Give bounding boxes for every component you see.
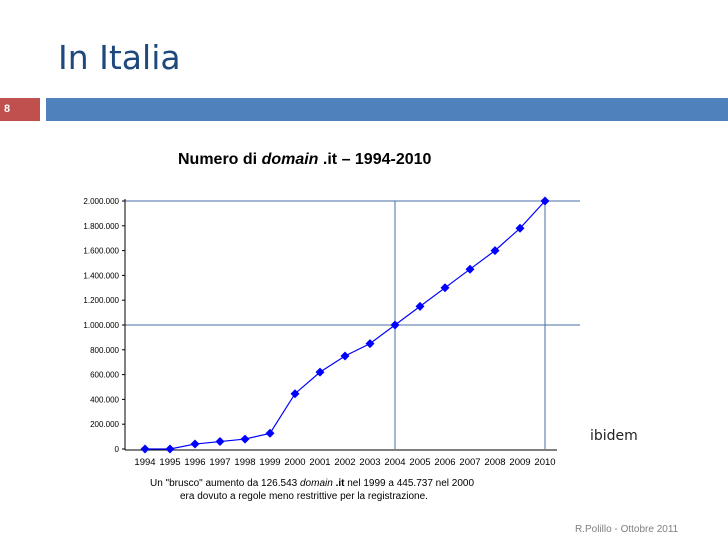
data-point-marker (215, 437, 225, 447)
data-point-marker (265, 428, 275, 438)
data-point-marker (240, 434, 250, 444)
data-point-marker (190, 439, 200, 449)
data-point-marker (165, 444, 175, 454)
footer-credit: R.Polillo - Ottobre 2011 (575, 524, 679, 535)
chart-title-part: .it – 1994-2010 (318, 151, 431, 168)
data-point-marker (465, 264, 475, 274)
data-point-marker (515, 223, 525, 233)
x-tick-label: 2007 (459, 457, 480, 468)
x-tick-label: 2004 (384, 457, 405, 468)
chart-title-domain: domain (262, 151, 319, 168)
chart-caption-line-2: era dovuto a regole meno restrittive per… (180, 491, 428, 502)
x-tick-label: 2001 (309, 457, 330, 468)
header-accent-bar (46, 98, 728, 121)
y-tick-label: 1.400.000 (83, 271, 119, 280)
data-point-marker (140, 444, 150, 454)
data-point-marker (365, 339, 375, 349)
x-tick-label: 2010 (534, 457, 555, 468)
y-tick-label: 0 (115, 445, 120, 454)
chart-caption-line-1: Un "brusco" aumento da 126.543 domain .i… (150, 478, 474, 489)
data-point-marker (340, 351, 350, 361)
source-note: ibidem (590, 428, 638, 444)
data-point-marker (390, 320, 400, 330)
caption-part: .it (333, 478, 345, 489)
x-tick-label: 2000 (284, 457, 305, 468)
chart-title-part: Numero di (178, 151, 262, 168)
data-point-marker (290, 389, 300, 399)
y-tick-label: 400.000 (90, 395, 119, 404)
x-tick-label: 1994 (134, 457, 155, 468)
y-tick-label: 1.200.000 (83, 296, 119, 305)
caption-domain: domain (300, 478, 333, 489)
x-tick-label: 1998 (234, 457, 255, 468)
x-tick-label: 2003 (359, 457, 380, 468)
x-tick-label: 2008 (484, 457, 505, 468)
caption-part: nel 1999 a 445.737 nel 2000 (344, 478, 474, 489)
caption-part: Un "brusco" aumento da 126.543 (150, 478, 300, 489)
data-point-marker (440, 283, 450, 293)
y-tick-label: 1.000.000 (83, 321, 119, 330)
x-tick-label: 2005 (409, 457, 430, 468)
data-point-marker (540, 196, 550, 206)
x-axis-ticks: 1994 1995 1996 1997 1998 1999 2000 2001 2002 2003… (134, 457, 555, 468)
x-tick-label: 2006 (434, 457, 455, 468)
data-point-marker (415, 301, 425, 311)
chart-title: Numero di domain .it – 1994-2010 (178, 151, 432, 168)
x-tick-label: 1996 (184, 457, 205, 468)
y-tick-label: 800.000 (90, 346, 119, 355)
x-tick-label: 2009 (509, 457, 530, 468)
y-tick-label: 200.000 (90, 420, 119, 429)
y-tick-label: 1.600.000 (83, 247, 119, 256)
slide-title: In Italia (58, 38, 181, 77)
x-tick-label: 2002 (334, 457, 355, 468)
data-point-marker (315, 367, 325, 377)
y-tick-label: 600.000 (90, 371, 119, 380)
y-tick-label: 2.000.000 (83, 197, 119, 206)
reference-lines (125, 200, 580, 449)
x-tick-label: 1997 (209, 457, 230, 468)
series-markers (140, 196, 550, 454)
slide-number-badge: 8 (0, 98, 40, 121)
x-tick-label: 1999 (259, 457, 280, 468)
x-tick-label: 1995 (159, 457, 180, 468)
y-tick-label: 1.800.000 (83, 222, 119, 231)
y-axis-ticks: 0 200.000 400.000 600.000 800.000 1.000.000 1.… (83, 197, 125, 454)
data-point-marker (490, 246, 500, 256)
